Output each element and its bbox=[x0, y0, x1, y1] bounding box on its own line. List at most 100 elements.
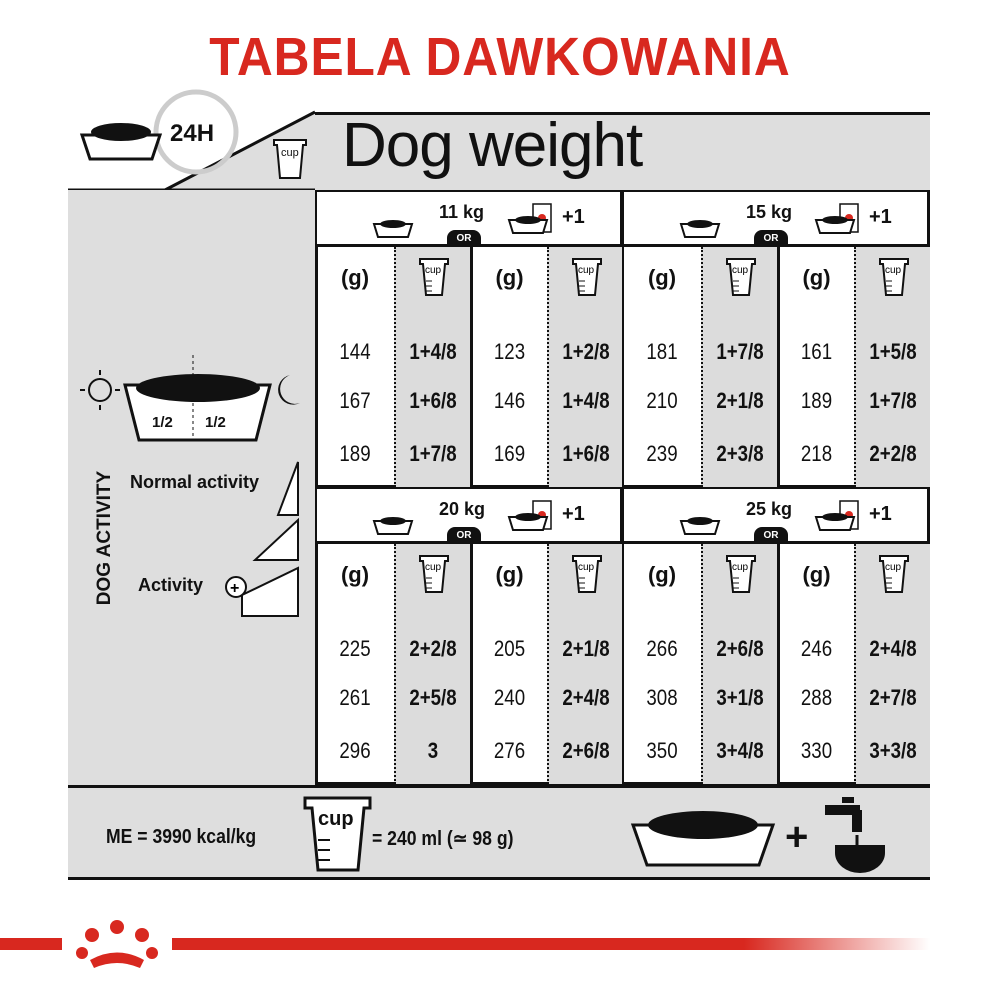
grams-column: (g) 246 288 330 bbox=[777, 544, 853, 784]
or-badge: OR bbox=[447, 230, 481, 247]
grams-header: (g) bbox=[802, 265, 831, 290]
plus-sign: + bbox=[785, 815, 808, 859]
cups-column: cup 1+7/8 2+1/8 2+3/8 bbox=[701, 247, 777, 487]
feeding-table: 11 kg +1 OR (g) 144 167 189 cup 1+4/8 1+6/8 1+7/8 (… bbox=[315, 190, 930, 785]
measuring-cup-icon bbox=[273, 139, 307, 179]
energy-value: ME = 3990 kcal/kg bbox=[106, 826, 257, 848]
table-cell: 261 bbox=[339, 685, 371, 710]
table-cell: 1+4/8 bbox=[409, 339, 457, 364]
table-cell: 146 bbox=[493, 388, 526, 413]
food-bowl-icon bbox=[372, 517, 414, 535]
grams-column: (g) 225 261 296 bbox=[317, 544, 393, 784]
measuring-cup-icon: cup bbox=[879, 258, 909, 296]
table-cell: 218 bbox=[800, 441, 833, 466]
table-cell: 161 bbox=[800, 339, 833, 364]
food-bowl-icon bbox=[679, 220, 721, 238]
svg-text:cup: cup bbox=[425, 265, 442, 276]
food-bowl-icon bbox=[79, 123, 163, 161]
weight-label: 20 kg bbox=[439, 499, 486, 519]
half-left: 1/2 bbox=[152, 414, 173, 431]
measuring-cup-icon bbox=[303, 796, 372, 872]
table-cell: 2+6/8 bbox=[716, 636, 764, 661]
sun-icon bbox=[80, 370, 120, 410]
table-cell: 239 bbox=[646, 441, 678, 466]
grams-column: (g) 123 146 169 bbox=[470, 247, 546, 487]
table-cell: 123 bbox=[493, 339, 526, 364]
table-cell: 169 bbox=[493, 441, 526, 466]
table-cell: 181 bbox=[646, 339, 678, 364]
moon-icon bbox=[278, 375, 300, 405]
cup-equivalence: = 240 ml (≃ 98 g) bbox=[372, 828, 514, 850]
table-cell: 210 bbox=[646, 388, 678, 413]
table-cell: 1+7/8 bbox=[409, 441, 457, 466]
grams-header: (g) bbox=[340, 265, 370, 290]
table-cell: 167 bbox=[339, 388, 371, 413]
or-badge: OR bbox=[447, 527, 481, 544]
food-bowl-icon bbox=[679, 517, 721, 535]
half-right: 1/2 bbox=[205, 414, 226, 431]
block-header: 25 kg +1 OR bbox=[624, 489, 927, 544]
plus-one-label: +1 bbox=[869, 206, 892, 228]
cups-column: cup 2+1/8 2+4/8 2+6/8 bbox=[547, 544, 623, 784]
plus-one-label: +1 bbox=[562, 503, 585, 525]
wet-food-pouch-icon bbox=[814, 500, 859, 531]
grams-column: (g) 144 167 189 bbox=[317, 247, 393, 487]
activity-label: Activity bbox=[138, 575, 204, 595]
table-cell: 288 bbox=[800, 685, 833, 710]
table-cell: 2+6/8 bbox=[562, 738, 610, 763]
measuring-cup-icon: cup bbox=[726, 258, 756, 296]
measuring-cup-icon: cup bbox=[419, 555, 449, 593]
wet-food-pouch-icon bbox=[507, 203, 552, 234]
weight-block: 11 kg +1 OR (g) 144 167 189 cup 1+4/8 1+6/8 1+7/8 (… bbox=[315, 190, 623, 487]
dog-weight-header bbox=[315, 112, 930, 190]
cups-column: cup 2+2/8 2+5/8 3 bbox=[394, 544, 470, 784]
table-cell: 1+5/8 bbox=[869, 339, 917, 364]
svg-text:cup: cup bbox=[732, 265, 749, 276]
grams-header: (g) bbox=[495, 562, 524, 587]
table-cell: 144 bbox=[339, 339, 371, 364]
activity-panel bbox=[68, 190, 315, 785]
table-cell: 1+6/8 bbox=[409, 388, 457, 413]
table-cell: 3+4/8 bbox=[716, 738, 764, 763]
table-cell: 3+1/8 bbox=[716, 685, 764, 710]
grams-header: (g) bbox=[802, 562, 831, 587]
cup-label: cup bbox=[318, 808, 354, 830]
table-cell: 1+2/8 bbox=[562, 339, 610, 364]
table-cell: 2+1/8 bbox=[716, 388, 764, 413]
dog-activity-label: DOG ACTIVITY bbox=[94, 470, 115, 606]
table-cell: 1+7/8 bbox=[869, 388, 917, 413]
hours-label: 24H bbox=[170, 120, 215, 147]
block-header: 11 kg +1 OR bbox=[317, 192, 620, 247]
svg-text:+: + bbox=[230, 580, 239, 597]
svg-text:cup: cup bbox=[578, 562, 595, 573]
table-cell: 2+7/8 bbox=[869, 685, 917, 710]
table-cell: 308 bbox=[646, 685, 678, 710]
table-cell: 350 bbox=[646, 738, 678, 763]
cups-column: cup 1+5/8 1+7/8 2+2/8 bbox=[854, 247, 930, 487]
weight-block: 15 kg +1 OR (g) 181 210 239 cup 1+7/8 2+1/8 2+3/8 (… bbox=[622, 190, 930, 487]
table-cell: 2+4/8 bbox=[869, 636, 917, 661]
table-cell: 3 bbox=[427, 738, 439, 763]
water-tap-icon bbox=[825, 797, 885, 873]
clock-icon bbox=[153, 89, 239, 175]
table-cell: 2+2/8 bbox=[409, 636, 457, 661]
footer-band bbox=[68, 785, 930, 880]
bowl-and-water-illustration: + bbox=[630, 797, 885, 873]
table-cell: 189 bbox=[339, 441, 371, 466]
grams-header: (g) bbox=[340, 562, 370, 587]
cup-label: cup bbox=[281, 147, 299, 159]
table-cell: 2+5/8 bbox=[409, 685, 457, 710]
table-cell: 2+1/8 bbox=[562, 636, 610, 661]
table-cell: 189 bbox=[800, 388, 833, 413]
grams-column: (g) 181 210 239 bbox=[624, 247, 700, 487]
food-bowl-icon bbox=[630, 811, 776, 867]
svg-text:cup: cup bbox=[425, 562, 442, 573]
measuring-cup-icon: cup bbox=[726, 555, 756, 593]
table-cell: 2+4/8 bbox=[562, 685, 610, 710]
table-cell: 296 bbox=[339, 738, 371, 763]
table-cell: 2+2/8 bbox=[869, 441, 917, 466]
grams-column: (g) 266 308 350 bbox=[624, 544, 700, 784]
grams-header: (g) bbox=[647, 562, 677, 587]
wet-food-pouch-icon bbox=[507, 500, 552, 531]
cups-column: cup 1+2/8 1+4/8 1+6/8 bbox=[547, 247, 623, 487]
